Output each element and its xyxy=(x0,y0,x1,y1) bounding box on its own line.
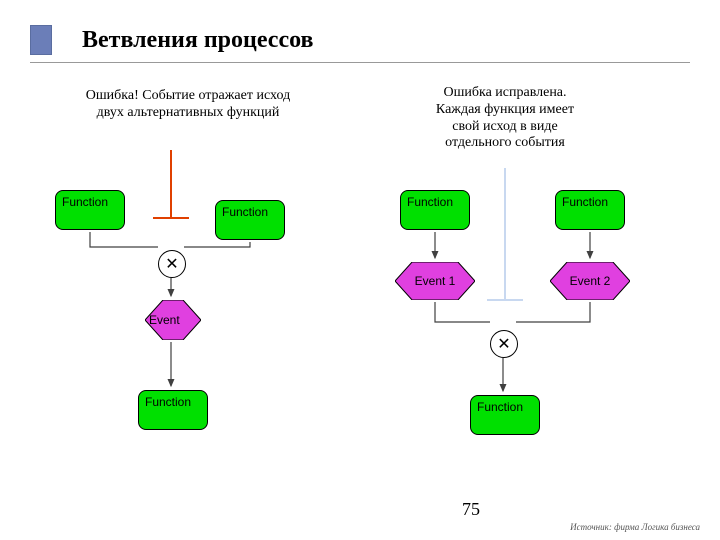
function-node: Function xyxy=(215,200,285,240)
function-node: Function xyxy=(138,390,208,430)
event-node: Event 1 xyxy=(395,262,475,300)
function-node: Function xyxy=(470,395,540,435)
event-node: Event 2 xyxy=(550,262,630,300)
xor-connector: ✕ xyxy=(158,250,186,278)
xor-connector: ✕ xyxy=(490,330,518,358)
title-bar: Ветвления процессов xyxy=(30,25,313,55)
title-underline xyxy=(30,62,690,63)
title-decor-box xyxy=(30,25,52,55)
function-node: Function xyxy=(55,190,125,230)
right-subtitle: Ошибка исправлена.Каждая функция имеетсв… xyxy=(395,85,615,152)
page-title: Ветвления процессов xyxy=(82,27,313,54)
page-number: 75 xyxy=(462,499,480,520)
footer-source: Источник: фирма Логика бизнеса xyxy=(570,522,700,532)
left-subtitle: Ошибка! Событие отражает исходдвух альте… xyxy=(48,88,328,122)
event-node: Event xyxy=(145,300,201,340)
function-node: Function xyxy=(400,190,470,230)
function-node: Function xyxy=(555,190,625,230)
